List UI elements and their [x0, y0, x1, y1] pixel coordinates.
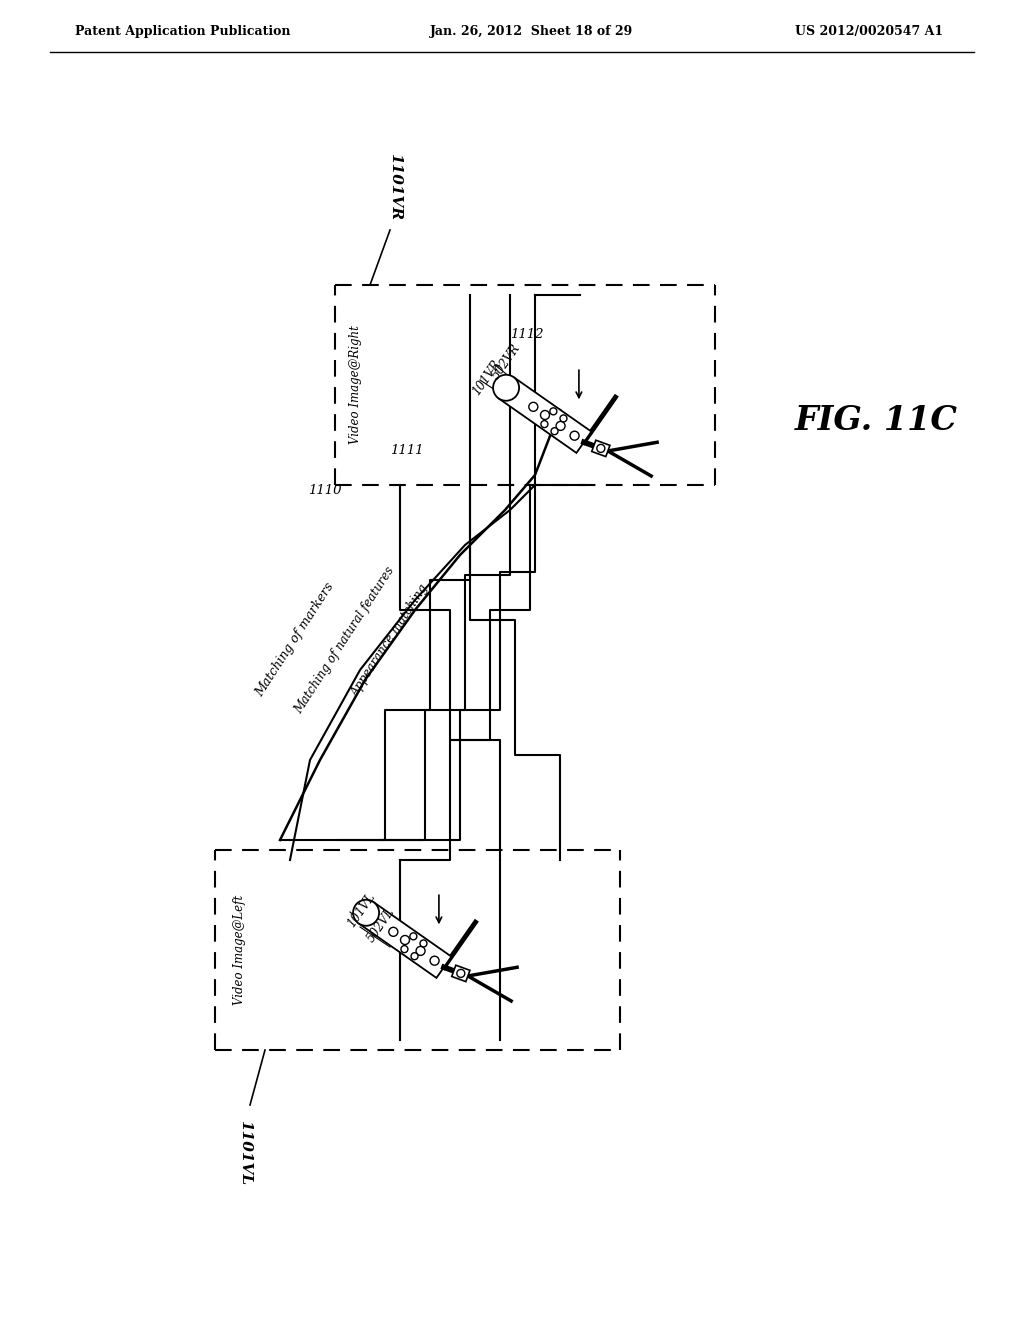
Circle shape [551, 428, 558, 434]
Circle shape [401, 945, 408, 953]
Circle shape [416, 946, 425, 956]
Circle shape [556, 421, 565, 430]
Polygon shape [358, 902, 452, 978]
Circle shape [570, 432, 579, 440]
Circle shape [411, 953, 418, 960]
Circle shape [410, 933, 417, 940]
Circle shape [400, 936, 410, 945]
Text: 502VL: 502VL [365, 906, 398, 945]
Text: Appearance matching: Appearance matching [349, 582, 431, 698]
Circle shape [494, 375, 519, 401]
Text: 502VR: 502VR [490, 342, 523, 381]
Circle shape [430, 956, 439, 965]
Text: Matching of markers: Matching of markers [253, 581, 337, 700]
Text: 1111: 1111 [390, 444, 424, 457]
Text: Video Image@Left: Video Image@Left [233, 895, 247, 1005]
Text: Jan. 26, 2012  Sheet 18 of 29: Jan. 26, 2012 Sheet 18 of 29 [430, 25, 633, 38]
Circle shape [550, 408, 557, 414]
Text: 101VL: 101VL [345, 891, 378, 929]
Text: Matching of natural features: Matching of natural features [293, 564, 397, 715]
Circle shape [597, 445, 605, 453]
Text: US 2012/0020547 A1: US 2012/0020547 A1 [795, 25, 943, 38]
Polygon shape [499, 378, 592, 453]
Circle shape [389, 928, 398, 936]
Circle shape [353, 900, 379, 925]
Circle shape [528, 403, 538, 412]
Text: 1112: 1112 [510, 329, 544, 342]
Circle shape [420, 940, 427, 946]
Circle shape [541, 411, 550, 420]
Circle shape [457, 969, 465, 977]
Polygon shape [592, 440, 610, 457]
Polygon shape [452, 965, 470, 982]
Text: FIG. 11C: FIG. 11C [795, 404, 958, 437]
Circle shape [541, 421, 548, 428]
Text: Video Image@Right: Video Image@Right [348, 326, 361, 445]
Text: 1110: 1110 [308, 483, 341, 496]
Text: 1101VL: 1101VL [238, 1119, 252, 1185]
Text: 1101VR: 1101VR [388, 153, 402, 220]
Circle shape [560, 414, 567, 422]
Text: 101VR: 101VR [470, 358, 504, 399]
Text: Patent Application Publication: Patent Application Publication [75, 25, 291, 38]
